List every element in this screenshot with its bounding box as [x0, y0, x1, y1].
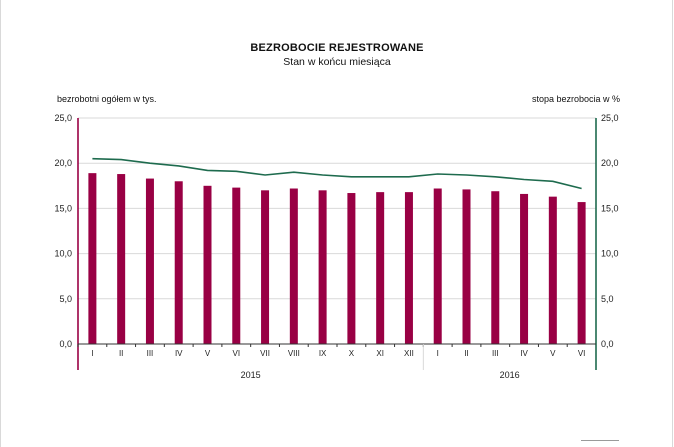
x-tick-label: III — [492, 349, 499, 358]
left-axis-label: bezrobotni ogółem w tys. — [57, 94, 157, 104]
x-tick-label: II — [119, 349, 123, 358]
bar — [548, 196, 557, 344]
x-tick-label: V — [550, 349, 556, 358]
bar — [289, 188, 298, 344]
left-tick-label: 10,0 — [54, 249, 72, 259]
bar — [433, 188, 442, 344]
bar — [491, 191, 500, 344]
bar — [376, 192, 385, 344]
year-label: 2016 — [500, 370, 520, 380]
x-tick-label: V — [205, 349, 211, 358]
left-tick-label: 5,0 — [59, 294, 72, 304]
chart-subtitle: Stan w końcu miesiąca — [283, 56, 391, 68]
x-tick-label: I — [437, 349, 439, 358]
right-tick-label: 15,0 — [601, 203, 619, 213]
right-tick-label: 5,0 — [601, 294, 614, 304]
left-tick-label: 0,0 — [59, 339, 72, 349]
corner-mark — [581, 440, 619, 441]
x-tick-label: IX — [319, 349, 327, 358]
chart-title-block: BEZROBOCIE REJESTROWANE Stan w końcu mie… — [0, 42, 674, 68]
x-tick-label: I — [91, 349, 93, 358]
bar — [145, 178, 154, 344]
x-tick-label: XII — [404, 349, 414, 358]
bar — [347, 193, 356, 344]
bar — [261, 190, 270, 344]
x-tick-label: II — [464, 349, 468, 358]
bar — [203, 185, 212, 344]
right-tick-label: 0,0 — [601, 339, 614, 349]
bar — [520, 193, 529, 344]
x-tick-label: VII — [260, 349, 270, 358]
bar — [404, 192, 413, 344]
bar — [174, 181, 183, 344]
x-tick-label: XI — [376, 349, 384, 358]
bar — [318, 190, 327, 344]
bar — [462, 189, 471, 344]
x-tick-label: III — [147, 349, 154, 358]
right-tick-label: 25,0 — [601, 113, 619, 123]
bar — [117, 174, 126, 344]
left-tick-label: 15,0 — [54, 203, 72, 213]
x-tick-label: IV — [175, 349, 183, 358]
x-tick-label: VI — [232, 349, 240, 358]
left-tick-label: 20,0 — [54, 158, 72, 168]
x-tick-label: X — [349, 349, 355, 358]
x-tick-label: IV — [520, 349, 528, 358]
right-tick-label: 20,0 — [601, 158, 619, 168]
line-series — [92, 157, 582, 190]
bar — [232, 187, 241, 344]
bar — [577, 202, 586, 344]
x-tick-label: VI — [578, 349, 586, 358]
chart-title: BEZROBOCIE REJESTROWANE — [250, 42, 424, 54]
bar — [88, 173, 97, 344]
x-tick-label: VIII — [288, 349, 300, 358]
left-tick-label: 25,0 — [54, 113, 72, 123]
right-tick-label: 10,0 — [601, 249, 619, 259]
year-label: 2015 — [241, 370, 261, 380]
right-axis-label: stopa bezrobocia w % — [531, 94, 620, 104]
